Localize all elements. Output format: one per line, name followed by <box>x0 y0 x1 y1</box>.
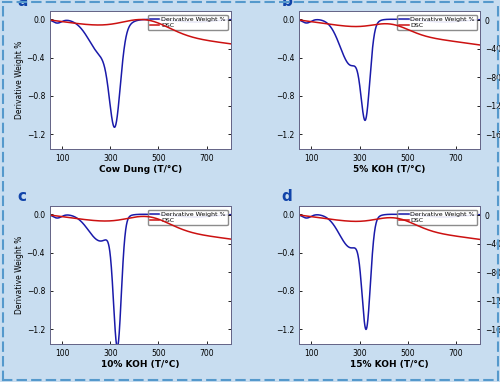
DSC <box>124 216 130 221</box>
Derivative Weight % <box>363 327 369 332</box>
DSC <box>128 18 134 23</box>
DSC <box>68 21 74 25</box>
Derivative Weight % <box>68 19 74 24</box>
DSC <box>61 19 67 24</box>
DSC <box>228 42 234 46</box>
Line: DSC: DSC <box>50 19 230 44</box>
DSC <box>376 216 382 221</box>
Line: DSC: DSC <box>300 215 480 240</box>
Derivative Weight % <box>373 24 379 29</box>
Derivative Weight % <box>47 18 53 23</box>
Derivative Weight % <box>112 125 117 129</box>
Derivative Weight % <box>400 17 406 22</box>
DSC <box>47 18 53 22</box>
DSC <box>318 21 324 25</box>
Text: d: d <box>282 189 292 204</box>
Derivative Weight % <box>114 345 120 349</box>
Derivative Weight % <box>362 118 368 123</box>
DSC <box>47 213 53 217</box>
Derivative Weight % <box>310 18 316 23</box>
Line: Derivative Weight %: Derivative Weight % <box>50 19 230 127</box>
DSC <box>310 215 316 219</box>
DSC <box>138 17 144 22</box>
Text: c: c <box>18 189 26 204</box>
DSC <box>373 22 379 27</box>
Derivative Weight % <box>390 17 396 21</box>
DSC <box>399 217 405 222</box>
DSC <box>130 18 136 22</box>
DSC <box>380 21 386 26</box>
Line: Derivative Weight %: Derivative Weight % <box>300 214 480 329</box>
DSC <box>128 215 134 220</box>
Y-axis label: Derivative Weight %: Derivative Weight % <box>15 41 24 119</box>
Derivative Weight % <box>377 214 383 219</box>
Derivative Weight % <box>390 212 396 217</box>
Derivative Weight % <box>228 17 234 22</box>
DSC <box>150 19 156 24</box>
DSC <box>373 217 379 222</box>
DSC <box>376 22 382 26</box>
X-axis label: 10% KOH (T/°C): 10% KOH (T/°C) <box>101 361 180 369</box>
DSC <box>61 215 67 219</box>
X-axis label: Cow Dung (T/°C): Cow Dung (T/°C) <box>99 165 182 175</box>
Legend: Derivative Weight %, DSC: Derivative Weight %, DSC <box>148 210 228 225</box>
Derivative Weight % <box>124 221 130 225</box>
DSC <box>477 43 483 47</box>
Line: Derivative Weight %: Derivative Weight % <box>50 214 230 347</box>
Line: DSC: DSC <box>50 215 230 239</box>
Y-axis label: Derivative Weight %: Derivative Weight % <box>15 236 24 314</box>
Derivative Weight % <box>318 18 324 22</box>
Derivative Weight % <box>124 31 130 36</box>
Derivative Weight % <box>146 17 152 22</box>
Line: Derivative Weight %: Derivative Weight % <box>300 19 480 120</box>
DSC <box>130 215 136 220</box>
DSC <box>296 213 302 217</box>
X-axis label: 5% KOH (T/°C): 5% KOH (T/°C) <box>354 165 426 175</box>
Text: a: a <box>18 0 28 9</box>
Derivative Weight % <box>373 221 379 225</box>
Text: b: b <box>282 0 292 9</box>
Derivative Weight % <box>477 17 483 22</box>
DSC <box>150 215 156 220</box>
DSC <box>68 215 74 220</box>
Derivative Weight % <box>228 212 234 217</box>
Legend: Derivative Weight %, DSC: Derivative Weight %, DSC <box>148 15 228 30</box>
Derivative Weight % <box>296 18 302 23</box>
DSC <box>228 237 234 241</box>
Derivative Weight % <box>68 213 74 218</box>
Legend: Derivative Weight %, DSC: Derivative Weight %, DSC <box>398 210 477 225</box>
Derivative Weight % <box>131 212 137 217</box>
Derivative Weight % <box>150 17 156 22</box>
Derivative Weight % <box>47 213 53 217</box>
Derivative Weight % <box>380 18 386 22</box>
Derivative Weight % <box>141 212 147 217</box>
Line: DSC: DSC <box>300 20 480 45</box>
DSC <box>296 18 302 22</box>
Derivative Weight % <box>128 22 134 27</box>
Legend: Derivative Weight %, DSC: Derivative Weight %, DSC <box>398 15 477 30</box>
Derivative Weight % <box>61 213 67 218</box>
Derivative Weight % <box>400 212 406 217</box>
Derivative Weight % <box>377 19 383 23</box>
Derivative Weight % <box>310 213 316 218</box>
Derivative Weight % <box>318 213 324 217</box>
Derivative Weight % <box>131 19 137 24</box>
DSC <box>380 216 386 220</box>
Derivative Weight % <box>150 212 156 217</box>
Derivative Weight % <box>61 18 67 23</box>
Derivative Weight % <box>380 213 386 217</box>
DSC <box>477 237 483 242</box>
DSC <box>318 215 324 220</box>
DSC <box>399 25 405 29</box>
Derivative Weight % <box>128 214 134 218</box>
Derivative Weight % <box>477 212 483 217</box>
DSC <box>310 20 316 24</box>
X-axis label: 15% KOH (T/°C): 15% KOH (T/°C) <box>350 361 429 369</box>
DSC <box>124 19 130 24</box>
Derivative Weight % <box>296 213 302 217</box>
